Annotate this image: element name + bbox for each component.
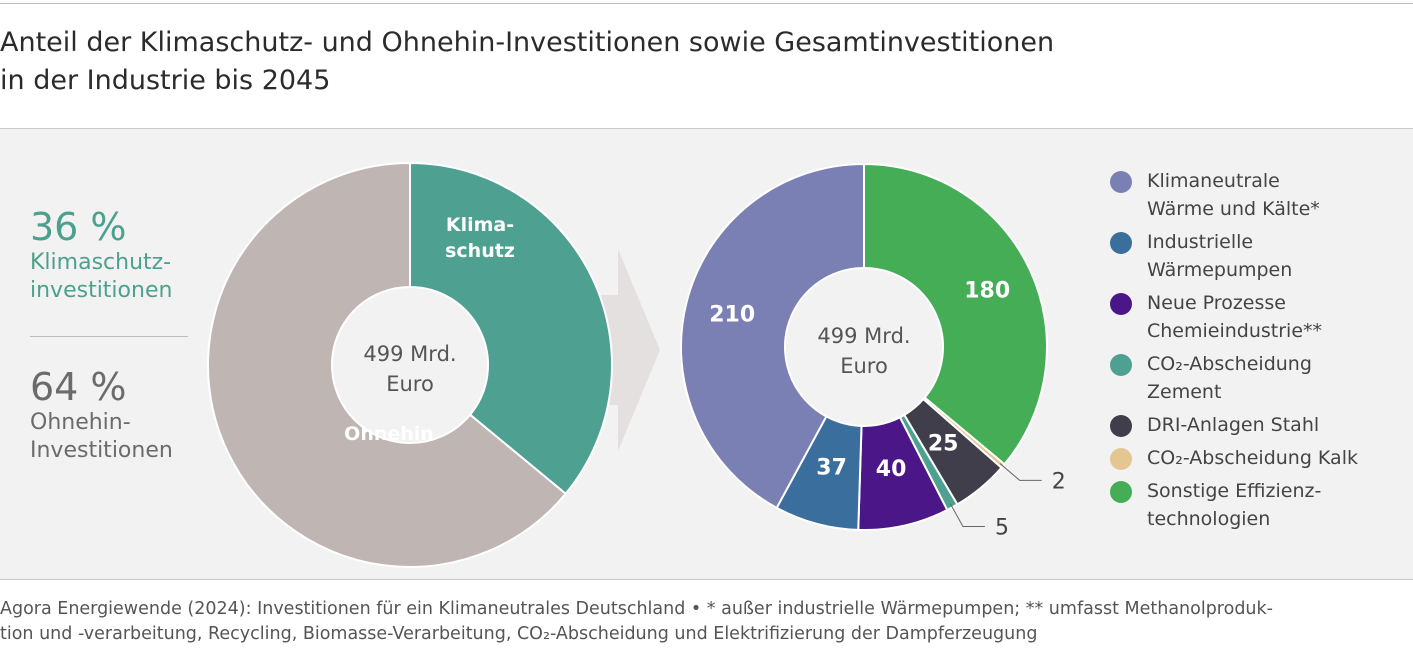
legend-swatch bbox=[1110, 354, 1132, 376]
center-label-line-2: Euro bbox=[840, 354, 888, 378]
klimaschutz-label: Klimaschutz- investitionen bbox=[30, 250, 173, 303]
slice-klima-schutz bbox=[409, 161, 613, 496]
center-label-line-1: 499 Mrd. bbox=[817, 324, 910, 348]
legend-label: CO₂-Abscheidung Kalk bbox=[1147, 447, 1358, 469]
legend-swatch bbox=[1110, 448, 1132, 470]
source-note: Agora Energiewende (2024): Investitionen… bbox=[0, 597, 1413, 647]
chart-panel: 36 % Klimaschutz- investitionen 64 % Ohn… bbox=[0, 128, 1413, 580]
ohnehin-label: Ohnehin- Investitionen bbox=[30, 410, 173, 463]
legend-label: Industrielle Wärmepumpen bbox=[1147, 231, 1293, 281]
legend-label: DRI-Anlagen Stahl bbox=[1147, 414, 1320, 436]
chart-title-line-2: in der Industrie bis 2045 bbox=[0, 65, 331, 96]
slice-label-klimaschutz-2: schutz bbox=[445, 240, 515, 262]
klimaschutz-percent: 36 % bbox=[30, 205, 127, 249]
chart-title-line-1: Anteil der Klimaschutz- und Ohnehin-Inve… bbox=[0, 27, 1055, 58]
source-line-1: Agora Energiewende (2024): Investitionen… bbox=[0, 599, 1273, 619]
legend-item-co-abscheidung-kalk: CO₂-Abscheidung Kalk bbox=[1110, 444, 1358, 472]
chart-title: Anteil der Klimaschutz- und Ohnehin-Inve… bbox=[0, 24, 1300, 100]
legend: Klimaneutrale Wärme und Kälte* Industriel… bbox=[1110, 167, 1358, 538]
center-label-line-1: 499 Mrd. bbox=[363, 342, 456, 366]
legend-label: Sonstige Effizienz- technologien bbox=[1147, 480, 1322, 530]
data-label-25: 25 bbox=[928, 431, 959, 456]
data-label-180: 180 bbox=[964, 278, 1010, 303]
slice-klimaneutrale-wärme-und-kälte bbox=[680, 162, 865, 510]
donut-charts: 499 Mrd. Euro Klima-schutz Ohnehin 499 Mrd. E… bbox=[207, 161, 1066, 568]
klimaschutz-stat: 36 % Klimaschutz- investitionen bbox=[30, 205, 172, 305]
center-label-line-2: Euro bbox=[386, 372, 434, 396]
leader-line-2 bbox=[999, 463, 1042, 481]
slice-ohnehin bbox=[207, 161, 568, 568]
ohnehin-percent: 64 % bbox=[30, 365, 127, 409]
legend-swatch bbox=[1110, 415, 1132, 437]
top-rule bbox=[0, 3, 1413, 4]
legend-swatch bbox=[1110, 171, 1132, 193]
legend-item-neue-prozesse-chemieindustrie: Neue Prozesse Chemieindustrie** bbox=[1110, 289, 1358, 345]
legend-swatch bbox=[1110, 232, 1132, 254]
legend-label: Klimaneutrale Wärme und Kälte* bbox=[1147, 170, 1320, 220]
legend-item-industrielle-wärmepumpen: Industrielle Wärmepumpen bbox=[1110, 228, 1358, 284]
data-label-2: 2 bbox=[1052, 469, 1066, 494]
legend-item-dri-anlagen-stahl: DRI-Anlagen Stahl bbox=[1110, 411, 1358, 439]
slice-sonstige-effizienz-technologien bbox=[863, 162, 1048, 466]
ohnehin-stat: 64 % Ohnehin- Investitionen bbox=[30, 365, 173, 465]
source-line-2: tion und -verarbeitung, Recycling, Bioma… bbox=[0, 624, 1038, 644]
data-label-5: 5 bbox=[995, 516, 1009, 541]
data-label-40: 40 bbox=[876, 457, 907, 482]
legend-item-sonstige-effizienz-technologien: Sonstige Effizienz- technologien bbox=[1110, 477, 1358, 533]
leader-line-5 bbox=[949, 503, 985, 528]
data-label-210: 210 bbox=[709, 303, 755, 328]
legend-label: Neue Prozesse Chemieindustrie** bbox=[1147, 292, 1323, 342]
data-label-37: 37 bbox=[816, 456, 847, 481]
legend-swatch bbox=[1110, 293, 1132, 315]
legend-item-klimaneutrale-wärme-und-kälte: Klimaneutrale Wärme und Kälte* bbox=[1110, 167, 1358, 223]
legend-item-co-abscheidung-zement: CO₂-Abscheidung Zement bbox=[1110, 350, 1358, 406]
legend-swatch bbox=[1110, 481, 1132, 503]
slice-label-ohnehin: Ohnehin bbox=[344, 423, 434, 445]
stat-divider bbox=[30, 336, 188, 337]
slice-label-klimaschutz-1: Klima- bbox=[446, 214, 514, 236]
legend-label: CO₂-Abscheidung Zement bbox=[1147, 353, 1312, 403]
